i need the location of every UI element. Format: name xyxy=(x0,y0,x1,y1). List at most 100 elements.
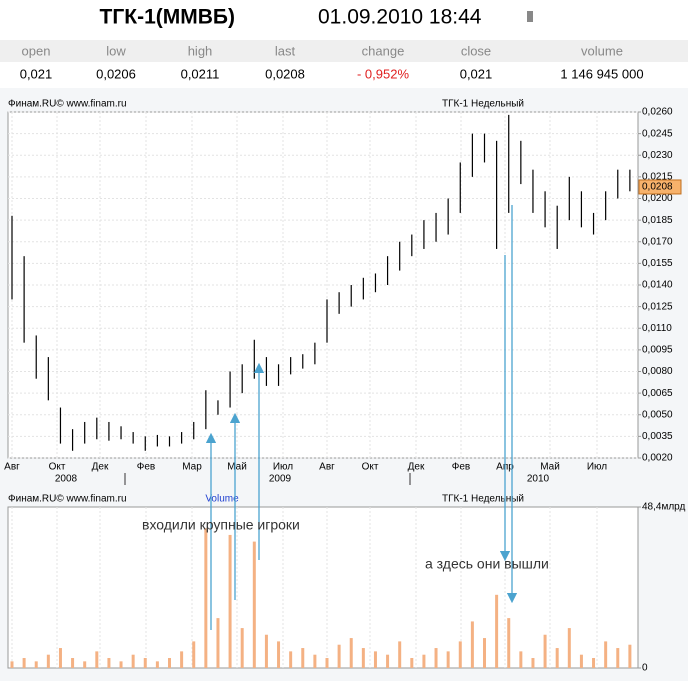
volume-bar xyxy=(10,661,14,668)
volume-bar xyxy=(470,621,474,668)
y-tick-label: 0,0200 xyxy=(642,193,673,204)
last-price-box xyxy=(638,179,682,195)
volume-bar xyxy=(398,641,402,668)
cell: 1 146 945 000 xyxy=(560,66,643,81)
volume-bar xyxy=(180,651,184,668)
volume-bar xyxy=(216,618,220,668)
x-tick-label: Июл xyxy=(273,462,293,473)
x-tick-label: Июл xyxy=(587,462,607,473)
cell: 0,0208 xyxy=(265,66,305,81)
volume-bar xyxy=(204,528,208,668)
column-header: open xyxy=(22,43,51,58)
volume-bar xyxy=(228,534,232,668)
series-label: Volume xyxy=(205,494,239,505)
y-tick-label: 0,0050 xyxy=(642,409,673,420)
volume-bar xyxy=(519,651,523,668)
volume-bar xyxy=(616,648,620,668)
volume-bar xyxy=(46,654,50,668)
volume-bar xyxy=(155,661,159,668)
volume-bar xyxy=(628,644,632,668)
x-tick-label: Авг xyxy=(4,462,20,473)
year-label: 2008 xyxy=(55,474,78,485)
y-tick-label: 0,0020 xyxy=(642,453,673,464)
x-tick-label: Май xyxy=(540,462,560,473)
y-tick-label: 0,0170 xyxy=(642,236,673,247)
volume-bar xyxy=(240,628,244,668)
volume-bar xyxy=(252,541,256,668)
volume-bar xyxy=(386,654,390,668)
chart-title: ТГК-1 Недельный xyxy=(442,99,524,110)
volume-bar xyxy=(422,654,426,668)
y-tick-label: 0,0140 xyxy=(642,280,673,291)
volume-bar xyxy=(34,661,38,668)
volume-bar xyxy=(71,658,75,668)
volume-bar xyxy=(143,658,147,668)
volume-bar xyxy=(446,651,450,668)
volume-bar xyxy=(83,661,87,668)
volume-bar xyxy=(458,641,462,668)
cell: 0,021 xyxy=(460,66,493,81)
y-tick-label: 0,0245 xyxy=(642,128,673,139)
x-tick-label: Май xyxy=(227,462,247,473)
volume-bar xyxy=(58,648,62,668)
x-tick-label: Авг xyxy=(319,462,335,473)
volume-plot xyxy=(7,506,639,669)
x-tick-label: Фев xyxy=(137,462,155,473)
column-header: high xyxy=(188,43,213,58)
table-header-bg xyxy=(0,40,688,62)
column-header: low xyxy=(106,43,126,58)
y-tick-label: 0,0230 xyxy=(642,150,673,161)
year-label: 2009 xyxy=(269,474,292,485)
x-tick-label: Дек xyxy=(408,462,425,473)
source: Финам.RU© www.finam.ru xyxy=(8,494,127,505)
volume-bar xyxy=(325,658,329,668)
y-tick-label: 48,4млрд xyxy=(642,502,686,513)
volume-bar xyxy=(434,648,438,668)
y-tick-label: 0,0155 xyxy=(642,258,673,269)
volume-bar xyxy=(567,628,571,668)
volume-bar xyxy=(313,654,317,668)
volume-bar xyxy=(349,638,353,668)
y-tick-label: 0,0035 xyxy=(642,431,673,442)
x-tick-label: Окт xyxy=(362,462,379,473)
volume-bar xyxy=(555,648,559,668)
annotation: а здесь они вышли xyxy=(425,556,549,572)
volume-bar xyxy=(410,658,414,668)
volume-bar xyxy=(531,658,535,668)
volume-bar xyxy=(361,648,365,668)
y-tick-label: 0,0080 xyxy=(642,366,673,377)
volume-bar xyxy=(579,654,583,668)
volume-bar xyxy=(301,648,305,668)
price-plot xyxy=(7,111,639,459)
x-tick-label: Окт xyxy=(49,462,66,473)
volume-bar xyxy=(495,594,499,668)
y-tick-label: 0,0260 xyxy=(642,107,673,118)
y-tick-label: 0 xyxy=(642,663,648,674)
volume-bar xyxy=(119,661,123,668)
x-tick-label: Мар xyxy=(182,462,202,473)
cell: 0,0211 xyxy=(181,66,220,81)
phone-icon xyxy=(527,11,533,22)
y-tick-label: 0,0215 xyxy=(642,172,673,183)
volume-bar xyxy=(592,658,596,668)
volume-bar xyxy=(192,641,196,668)
column-header: last xyxy=(275,43,296,58)
y-tick-label: 0,0065 xyxy=(642,388,673,399)
title: ТГК-1(ММВБ) xyxy=(100,6,235,29)
volume-bar xyxy=(131,654,135,668)
volume-bar xyxy=(107,658,111,668)
volume-bar xyxy=(95,651,99,668)
annotation: входили крупные игроки xyxy=(142,517,300,533)
volume-bar xyxy=(604,641,608,668)
y-tick-label: 0,0125 xyxy=(642,301,673,312)
cell: 0,0206 xyxy=(96,66,136,81)
cell: - 0,952% xyxy=(357,66,409,81)
volume-bar xyxy=(373,651,377,668)
y-tick-label: 0,0185 xyxy=(642,215,673,226)
x-tick-label: Дек xyxy=(92,462,109,473)
column-header: close xyxy=(461,43,491,58)
volume-bar xyxy=(337,644,341,668)
volume-bar xyxy=(543,634,547,668)
x-tick-label: Фев xyxy=(452,462,470,473)
